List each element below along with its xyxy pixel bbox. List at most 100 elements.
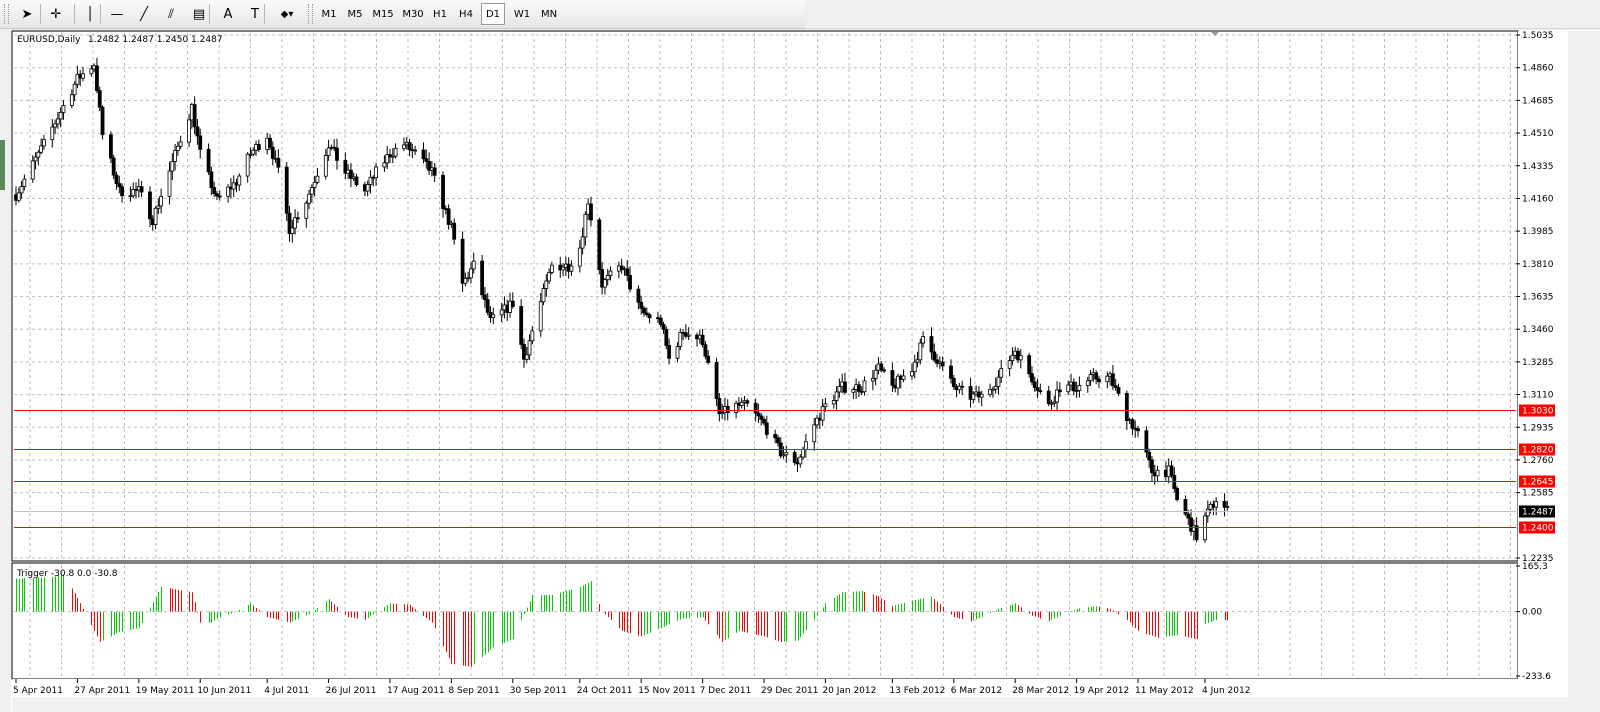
candle bbox=[644, 307, 649, 317]
shapes-dropdown-icon[interactable]: ◆▾ bbox=[280, 8, 294, 20]
toolbar-grip[interactable] bbox=[4, 4, 9, 24]
candle bbox=[862, 376, 867, 396]
candle bbox=[857, 381, 861, 398]
candle bbox=[483, 286, 487, 308]
timeframe-h1-button[interactable]: H1 bbox=[433, 8, 447, 20]
candle bbox=[957, 383, 962, 394]
timeframe-m1-button[interactable]: M1 bbox=[321, 8, 337, 20]
price-tick-label: 1.4685 bbox=[1522, 96, 1554, 106]
candle bbox=[385, 146, 390, 169]
candle bbox=[993, 377, 998, 394]
toolbar-separator bbox=[264, 4, 265, 24]
date-tick-label: 27 Apr 2011 bbox=[74, 686, 130, 696]
price-tick-label: 1.4510 bbox=[1522, 129, 1554, 139]
candle bbox=[549, 261, 554, 275]
candle bbox=[148, 186, 152, 228]
candle bbox=[776, 434, 780, 447]
timeframe-m5-button[interactable]: M5 bbox=[347, 8, 363, 20]
trendline-icon[interactable]: ╱ bbox=[140, 6, 148, 22]
cursor-arrow-icon[interactable]: ➤ bbox=[21, 6, 33, 22]
candle bbox=[175, 141, 180, 156]
date-tick-label: 15 Nov 2011 bbox=[638, 686, 696, 696]
candle bbox=[1046, 385, 1051, 407]
price-tick-label: 1.2935 bbox=[1522, 423, 1554, 433]
candle bbox=[1030, 366, 1034, 386]
level-price-label: 1.2820 bbox=[1522, 446, 1554, 456]
price-tick-label: 1.5035 bbox=[1522, 31, 1554, 41]
toolbar-separator bbox=[74, 4, 75, 24]
candle bbox=[1225, 500, 1230, 511]
timeframe-w1-button[interactable]: W1 bbox=[513, 8, 531, 20]
candle bbox=[427, 152, 431, 176]
timeframe-m15-button[interactable]: M15 bbox=[372, 8, 394, 20]
timeframe-mn-button[interactable]: MN bbox=[540, 8, 558, 20]
candle bbox=[1110, 365, 1115, 391]
level-price-label: 1.3030 bbox=[1522, 407, 1554, 417]
price-tick-label: 1.4160 bbox=[1522, 194, 1554, 204]
candle bbox=[745, 398, 750, 407]
level-price-badge bbox=[1519, 443, 1555, 456]
candle bbox=[120, 183, 124, 203]
candle bbox=[792, 448, 797, 466]
level-price-label: 1.2400 bbox=[1522, 524, 1554, 534]
candle bbox=[815, 414, 819, 429]
window-border bbox=[1568, 31, 1600, 712]
candle bbox=[108, 131, 113, 164]
candle bbox=[307, 189, 311, 210]
candle bbox=[69, 89, 74, 109]
candle bbox=[667, 338, 672, 365]
date-tick-label: 29 Dec 2011 bbox=[761, 686, 819, 696]
candle bbox=[929, 327, 934, 360]
candle bbox=[1113, 378, 1118, 391]
toolbar-grip[interactable] bbox=[308, 4, 313, 24]
candle bbox=[198, 128, 203, 159]
window-edge-accent bbox=[0, 140, 5, 190]
date-tick-label: 13 Feb 2012 bbox=[889, 686, 945, 696]
candle bbox=[248, 147, 253, 159]
candle bbox=[343, 152, 348, 180]
candle bbox=[309, 184, 314, 203]
candle bbox=[569, 260, 574, 276]
candle bbox=[1088, 370, 1093, 386]
candle bbox=[1055, 381, 1059, 411]
candle bbox=[890, 362, 895, 393]
timeframe-d1-button[interactable]: D1 bbox=[481, 3, 505, 25]
text-label-icon[interactable]: T bbox=[251, 6, 259, 22]
candle bbox=[50, 119, 55, 148]
timeframe-h4-button[interactable]: H4 bbox=[459, 8, 473, 20]
vertical-line-icon[interactable]: │ bbox=[86, 6, 94, 22]
ohlc-label: 1.2482 1.2487 1.2450 1.2487 bbox=[88, 35, 223, 45]
fibonacci-icon[interactable]: ▤ bbox=[192, 6, 206, 22]
chart-shift-marker-icon[interactable] bbox=[1211, 32, 1219, 36]
equidistant-channel-icon[interactable]: ⫽ bbox=[168, 6, 174, 22]
date-tick-label: 4 Jul 2011 bbox=[264, 686, 309, 696]
date-tick-label: 28 Mar 2012 bbox=[1012, 686, 1069, 696]
horizontal-line-icon[interactable]: — bbox=[110, 6, 124, 22]
candle bbox=[139, 180, 144, 198]
candle bbox=[773, 429, 778, 444]
level-price-badge bbox=[1519, 404, 1555, 417]
candle bbox=[664, 326, 669, 350]
candle bbox=[882, 367, 886, 374]
candle bbox=[739, 397, 744, 409]
text-icon[interactable]: A bbox=[223, 6, 233, 22]
candle bbox=[603, 277, 607, 295]
candlestick-series bbox=[14, 57, 1230, 543]
candle bbox=[968, 377, 973, 408]
candle bbox=[95, 57, 99, 94]
crosshair-icon[interactable]: ✛ bbox=[50, 6, 62, 22]
candle bbox=[251, 147, 256, 157]
candle bbox=[912, 354, 917, 379]
candle bbox=[628, 266, 632, 293]
candle bbox=[1018, 349, 1023, 369]
candle bbox=[932, 343, 937, 363]
window-border bbox=[12, 697, 1568, 712]
candle bbox=[759, 413, 764, 426]
candle bbox=[636, 285, 641, 310]
timeframe-m30-button[interactable]: M30 bbox=[402, 8, 424, 20]
candle bbox=[111, 154, 116, 180]
candle bbox=[466, 271, 471, 283]
candle bbox=[178, 135, 183, 150]
candle bbox=[762, 416, 766, 426]
